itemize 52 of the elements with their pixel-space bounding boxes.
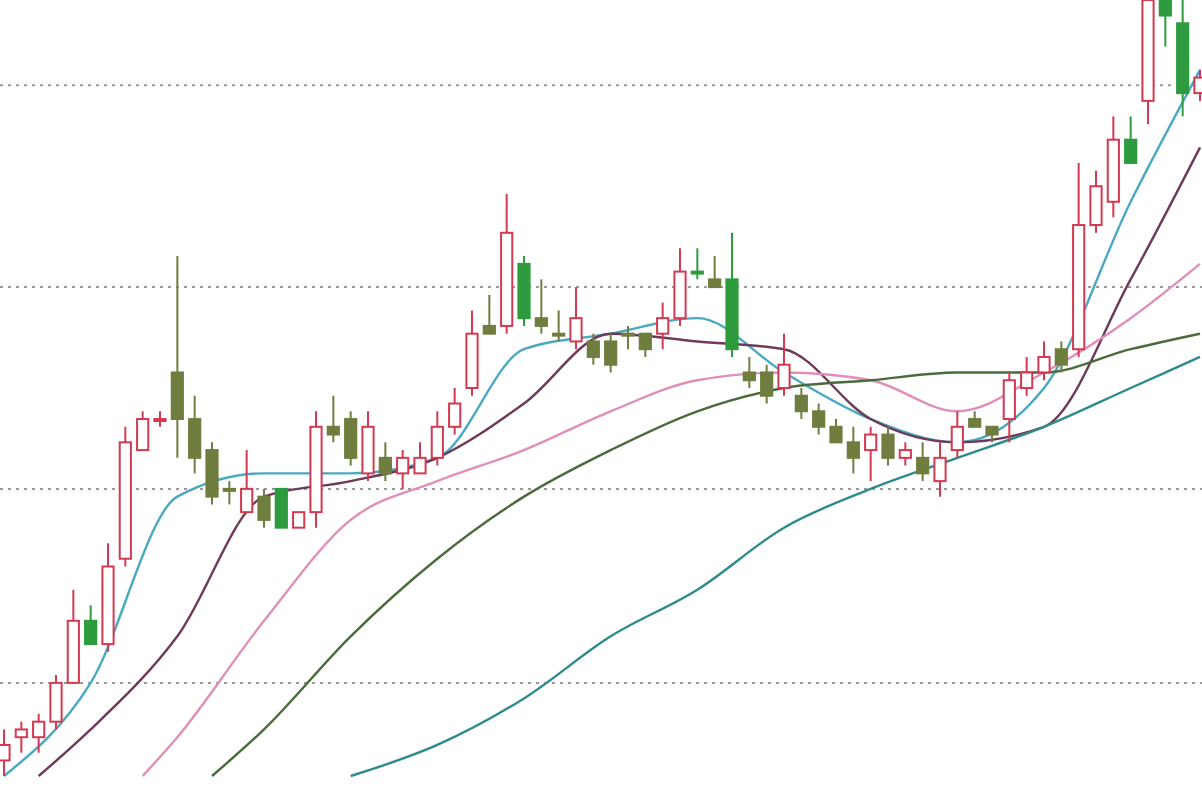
candlestick bbox=[378, 441, 392, 483]
candlestick bbox=[240, 449, 254, 514]
candlestick bbox=[586, 332, 600, 366]
candlestick bbox=[846, 425, 860, 475]
candlestick bbox=[274, 487, 288, 529]
candlestick bbox=[742, 355, 756, 389]
candlestick bbox=[326, 394, 340, 444]
candlestick bbox=[482, 293, 496, 335]
candlestick bbox=[257, 487, 271, 529]
candlestick bbox=[205, 441, 219, 506]
candlestick bbox=[552, 309, 566, 343]
candlestick bbox=[136, 410, 150, 452]
candlestick bbox=[448, 387, 462, 436]
candlestick bbox=[569, 286, 583, 351]
candlestick bbox=[188, 394, 202, 475]
candlestick bbox=[777, 332, 791, 397]
candlestick bbox=[898, 441, 912, 467]
candlestick bbox=[881, 425, 895, 467]
candlestick bbox=[361, 410, 375, 483]
candlestick bbox=[760, 363, 774, 405]
candlestick bbox=[1002, 371, 1016, 444]
candlestick bbox=[32, 712, 46, 754]
candlestick bbox=[1124, 115, 1138, 164]
candlestick bbox=[1054, 340, 1068, 374]
candlestick bbox=[1020, 355, 1034, 397]
candlestick bbox=[950, 410, 964, 459]
candlestick bbox=[534, 278, 548, 335]
candlestick bbox=[1037, 340, 1051, 382]
candlestick bbox=[413, 441, 427, 475]
candlestick bbox=[344, 410, 358, 467]
candlestick bbox=[829, 418, 843, 444]
candlestick bbox=[690, 247, 704, 281]
candlestick bbox=[604, 332, 618, 374]
candlestick bbox=[673, 247, 687, 327]
candlestick bbox=[638, 332, 652, 358]
candlestick bbox=[656, 301, 670, 351]
candlestick bbox=[396, 449, 410, 490]
candlestick bbox=[621, 324, 635, 351]
candlestick bbox=[14, 720, 28, 754]
candlestick bbox=[812, 402, 826, 436]
candlestick bbox=[933, 441, 947, 498]
candlestick bbox=[864, 425, 878, 483]
candlestick bbox=[49, 674, 63, 731]
candlestick bbox=[1089, 169, 1103, 234]
candlestick bbox=[916, 441, 930, 483]
candlestick bbox=[222, 480, 236, 506]
candlestick bbox=[430, 410, 444, 467]
candlestick bbox=[794, 387, 808, 421]
candlestick bbox=[708, 255, 722, 289]
candlestick bbox=[170, 255, 184, 459]
candlestick bbox=[1158, 0, 1172, 48]
candlestick bbox=[84, 604, 98, 646]
